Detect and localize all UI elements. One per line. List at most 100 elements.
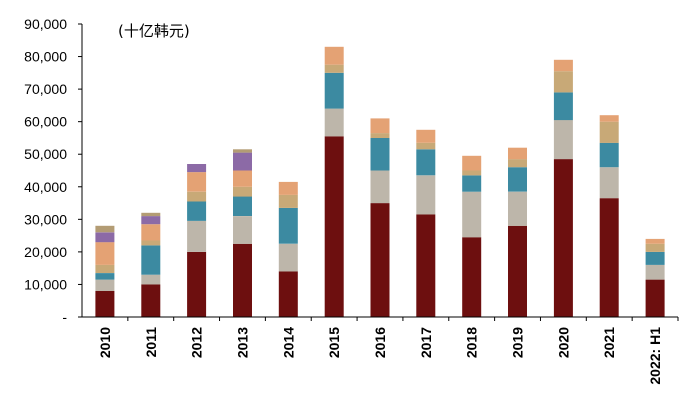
bar-segment-series-2 (416, 175, 436, 215)
bar-segment-series-3 (462, 175, 482, 192)
y-tick-label: 50,000 (24, 146, 67, 162)
bar-segment-series-1 (508, 225, 527, 317)
bar-segment-series-1 (278, 271, 298, 317)
bar-segment-series-4 (233, 186, 252, 197)
bar-segment-series-3 (233, 196, 252, 216)
x-tick-label: 2014 (280, 327, 296, 358)
bar-stack-2017 (416, 129, 436, 317)
x-tick-label: 2017 (418, 327, 434, 358)
bar-segment-series-5 (553, 59, 573, 72)
bar-segment-series-7 (141, 212, 161, 217)
bar-segment-series-5 (599, 115, 619, 122)
x-tick-label: 2018 (464, 327, 480, 358)
x-tick-label: 2020 (555, 327, 571, 358)
bars (95, 46, 665, 318)
y-tick-label: - (62, 309, 67, 325)
x-axis: 2010 2011 2012 2013 2014 2015 2016 2017 2018 2019… (82, 316, 679, 385)
x-tick-label: 2012 (189, 327, 205, 358)
x-tick-label: 2010 (97, 327, 113, 358)
bar-segment-series-1 (95, 291, 115, 317)
bar-stack-2020 (553, 59, 573, 317)
bar-segment-series-2 (508, 191, 527, 226)
bar-stack-2015 (324, 46, 344, 317)
bar-segment-series-4 (370, 133, 390, 138)
bar-segment-series-3 (278, 207, 298, 244)
bar-segment-series-1 (645, 279, 665, 317)
bar-segment-series-5 (187, 172, 207, 192)
bar-segment-series-4 (645, 243, 665, 252)
bar-segment-series-1 (462, 237, 482, 317)
bar-segment-series-3 (187, 201, 207, 221)
bar-segment-series-3 (416, 149, 436, 176)
bar-segment-series-2 (553, 120, 573, 160)
bar-segment-series-5 (645, 238, 665, 244)
bar-segment-series-7 (233, 149, 252, 153)
y-tick-label: 20,000 (24, 244, 67, 260)
bar-segment-series-4 (95, 264, 115, 273)
x-tick-label: 2015 (326, 327, 342, 358)
unit-label: (十亿韩元) (118, 22, 190, 40)
x-tick-label: 2022: H1 (647, 327, 663, 385)
bar-segment-series-5 (324, 46, 344, 65)
bar-segment-series-2 (599, 167, 619, 199)
bar-segment-series-3 (599, 142, 619, 168)
bar-segment-series-1 (599, 198, 619, 317)
bar-segment-series-4 (553, 71, 573, 93)
bar-segment-series-2 (95, 279, 115, 291)
bar-segment-series-6 (187, 164, 207, 173)
bar-segment-series-4 (416, 142, 436, 150)
bar-segment-series-2 (187, 221, 207, 252)
bar-segment-series-4 (462, 170, 482, 176)
bar-segment-series-2 (370, 170, 390, 204)
bar-segment-series-2 (324, 108, 344, 137)
bar-segment-series-2 (278, 243, 298, 272)
bar-segment-series-1 (553, 159, 573, 317)
bar-stack-2021 (599, 115, 619, 317)
bar-segment-series-2 (645, 264, 665, 280)
bar-segment-series-2 (233, 216, 252, 244)
bar-segment-series-1 (187, 251, 207, 317)
bar-segment-series-1 (416, 214, 436, 317)
bar-segment-series-5 (508, 147, 527, 160)
bar-segment-series-1 (370, 203, 390, 317)
bar-segment-series-1 (233, 243, 252, 318)
y-axis: - 10,000 20,000 30,000 40,000 50,000 60,000 70,… (24, 16, 83, 325)
bar-stack-2014 (278, 181, 298, 317)
x-tick-label: 2013 (234, 327, 250, 358)
bar-stack-2010 (95, 225, 115, 317)
bar-segment-series-7 (95, 225, 115, 233)
bar-segment-series-3 (370, 137, 390, 171)
x-tick-label: 2016 (372, 327, 388, 358)
bar-stack-2011 (141, 212, 161, 317)
bar-segment-series-3 (324, 72, 344, 109)
bar-segment-series-4 (324, 64, 344, 73)
bar-stack-2018 (462, 155, 482, 317)
x-tick-label: 2019 (510, 327, 526, 358)
bar-stack-2022-H1 (645, 238, 665, 317)
bar-stack-2013 (233, 149, 252, 318)
bar-stack-2016 (370, 118, 390, 317)
bar-segment-series-3 (141, 245, 161, 275)
bar-segment-series-3 (508, 167, 527, 192)
bar-segment-series-6 (233, 152, 252, 171)
bar-segment-series-5 (141, 224, 161, 241)
x-tick-label: 2011 (143, 327, 159, 358)
bar-segment-series-2 (462, 191, 482, 238)
bar-segment-series-3 (553, 92, 573, 121)
y-tick-label: 70,000 (24, 81, 67, 97)
x-tick-label: 2021 (601, 327, 617, 358)
y-tick-label: 10,000 (24, 276, 67, 292)
bar-segment-series-3 (645, 251, 665, 265)
bar-segment-series-4 (508, 159, 527, 168)
bar-segment-series-5 (462, 155, 482, 171)
bar-segment-series-6 (141, 216, 161, 225)
bar-segment-series-4 (599, 121, 619, 143)
bar-segment-series-1 (141, 284, 161, 317)
bar-stack-2012 (187, 164, 207, 317)
bar-segment-series-5 (95, 242, 115, 265)
bar-segment-series-6 (95, 232, 115, 243)
y-tick-label: 80,000 (24, 49, 67, 65)
y-tick-label: 60,000 (24, 114, 67, 130)
bar-segment-series-5 (416, 129, 436, 143)
